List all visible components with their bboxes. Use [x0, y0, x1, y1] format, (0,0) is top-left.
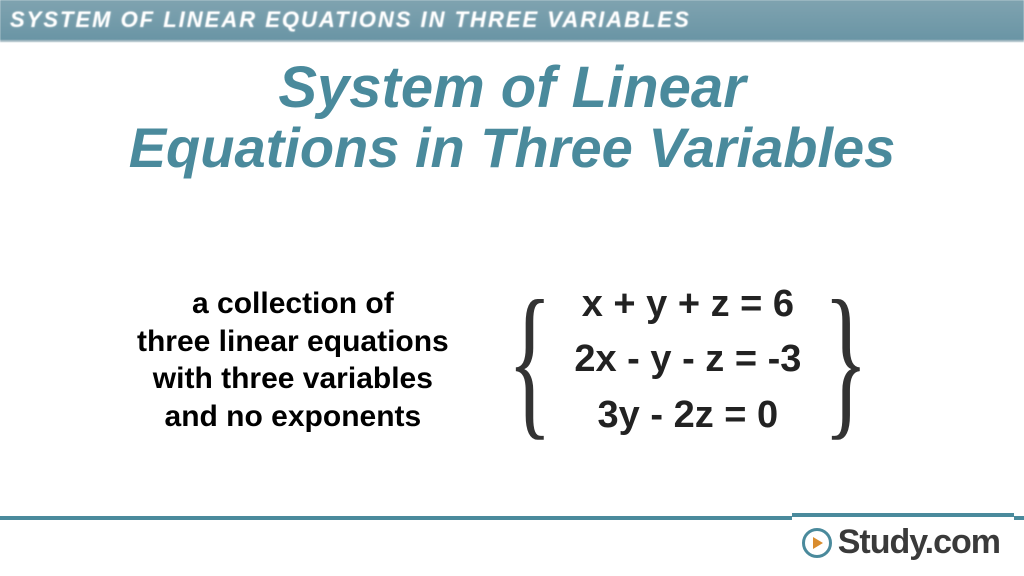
equation-line: 3y - 2z = 0	[574, 388, 801, 443]
content-row: a collection of three linear equations w…	[0, 230, 1024, 490]
play-circle-icon	[802, 528, 832, 558]
definition-block: a collection of three linear equations w…	[137, 285, 449, 435]
brand-logo: Study.com	[792, 513, 1014, 566]
equations-list: x + y + z = 6 2x - y - z = -3 3y - 2z = …	[570, 277, 805, 442]
main-title: System of Linear Equations in Three Vari…	[0, 58, 1024, 178]
definition-line: with three variables	[137, 360, 449, 398]
definition-line: a collection of	[137, 285, 449, 323]
header-bar: SYSTEM OF LINEAR EQUATIONS IN THREE VARI…	[0, 0, 1024, 42]
title-line1: System of Linear	[0, 58, 1024, 119]
equation-line: 2x - y - z = -3	[574, 332, 801, 387]
left-brace-icon: {	[507, 284, 552, 437]
definition-line: and no exponents	[137, 398, 449, 436]
right-brace-icon: }	[824, 284, 869, 437]
definition-line: three linear equations	[137, 323, 449, 361]
equations-block: { x + y + z = 6 2x - y - z = -3 3y - 2z …	[489, 277, 887, 442]
equation-line: x + y + z = 6	[574, 277, 801, 332]
brand-text: Study.com	[838, 523, 1000, 562]
title-line2: Equations in Three Variables	[0, 119, 1024, 178]
header-label: SYSTEM OF LINEAR EQUATIONS IN THREE VARI…	[10, 7, 691, 33]
